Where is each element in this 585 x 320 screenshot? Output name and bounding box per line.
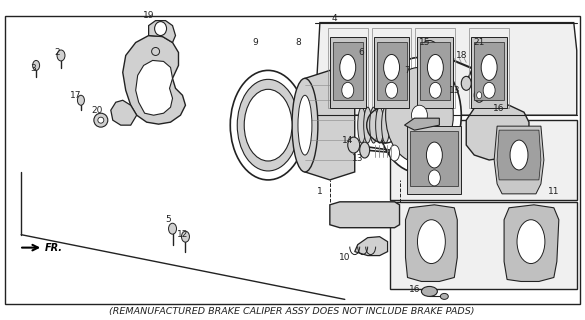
Ellipse shape (298, 95, 312, 155)
Ellipse shape (421, 286, 438, 296)
Text: 16: 16 (493, 104, 505, 113)
Text: 15: 15 (419, 38, 430, 47)
Polygon shape (305, 70, 355, 180)
Ellipse shape (381, 107, 390, 143)
Polygon shape (421, 42, 450, 100)
Polygon shape (474, 42, 504, 100)
Polygon shape (123, 36, 185, 124)
Ellipse shape (386, 68, 453, 163)
Ellipse shape (481, 54, 497, 80)
Ellipse shape (57, 50, 65, 61)
Text: 16: 16 (409, 285, 420, 294)
Ellipse shape (510, 140, 528, 170)
Polygon shape (333, 42, 363, 100)
Ellipse shape (33, 60, 40, 70)
Text: 4: 4 (332, 14, 338, 23)
Polygon shape (494, 126, 544, 194)
Ellipse shape (390, 145, 400, 161)
Ellipse shape (230, 70, 306, 180)
Text: 1: 1 (317, 188, 323, 196)
Polygon shape (418, 36, 453, 108)
Ellipse shape (360, 142, 370, 158)
Text: 18: 18 (456, 51, 467, 60)
Ellipse shape (154, 22, 167, 36)
Ellipse shape (429, 82, 441, 98)
Ellipse shape (238, 79, 299, 171)
Ellipse shape (411, 105, 428, 125)
Ellipse shape (441, 293, 448, 300)
Polygon shape (497, 130, 541, 180)
Ellipse shape (94, 113, 108, 127)
Text: 21: 21 (473, 38, 485, 47)
Ellipse shape (483, 82, 495, 98)
Ellipse shape (386, 82, 398, 98)
Polygon shape (111, 100, 137, 125)
Text: FR.: FR. (45, 243, 63, 252)
Polygon shape (390, 202, 577, 289)
Text: 12: 12 (177, 230, 188, 239)
Polygon shape (390, 120, 577, 200)
Text: 9: 9 (252, 38, 258, 47)
Text: 13: 13 (449, 86, 460, 95)
Text: 7: 7 (405, 66, 410, 75)
Polygon shape (377, 42, 407, 100)
Ellipse shape (364, 107, 371, 143)
Text: 10: 10 (339, 253, 350, 262)
Polygon shape (466, 102, 529, 160)
Text: 20: 20 (91, 106, 102, 115)
Polygon shape (330, 202, 400, 228)
Polygon shape (408, 126, 461, 194)
Text: 17: 17 (70, 91, 82, 100)
Ellipse shape (370, 107, 378, 143)
Polygon shape (504, 205, 559, 282)
Polygon shape (374, 36, 409, 108)
Text: 13: 13 (352, 154, 363, 163)
Text: 8: 8 (295, 38, 301, 47)
Ellipse shape (384, 54, 400, 80)
Ellipse shape (342, 82, 354, 98)
Ellipse shape (152, 47, 160, 55)
Text: 14: 14 (342, 136, 353, 145)
Ellipse shape (357, 107, 366, 143)
Ellipse shape (517, 220, 545, 264)
Ellipse shape (340, 54, 356, 80)
Text: (REMANUFACTURED BRAKE CALIPER ASSY DOES NOT INCLUDE BRAKE PADS): (REMANUFACTURED BRAKE CALIPER ASSY DOES … (109, 307, 475, 316)
Ellipse shape (461, 76, 472, 90)
Text: 5: 5 (166, 215, 171, 224)
Text: 11: 11 (548, 188, 560, 196)
Ellipse shape (77, 95, 84, 105)
Polygon shape (411, 131, 458, 186)
Ellipse shape (426, 142, 442, 168)
Text: 6: 6 (359, 48, 364, 57)
Polygon shape (315, 23, 577, 115)
Ellipse shape (181, 231, 190, 242)
Ellipse shape (292, 78, 318, 172)
Ellipse shape (421, 41, 438, 56)
Ellipse shape (347, 137, 360, 153)
Ellipse shape (378, 58, 461, 173)
Polygon shape (472, 36, 507, 108)
Polygon shape (355, 237, 388, 256)
Polygon shape (404, 118, 439, 130)
Ellipse shape (376, 107, 384, 143)
Text: 3: 3 (30, 64, 36, 73)
Polygon shape (330, 36, 366, 108)
Polygon shape (149, 20, 176, 43)
Ellipse shape (418, 220, 445, 264)
Text: 2: 2 (54, 48, 60, 57)
Ellipse shape (474, 88, 484, 102)
Polygon shape (405, 205, 457, 282)
Ellipse shape (428, 170, 441, 186)
Polygon shape (136, 60, 173, 115)
Text: 19: 19 (143, 11, 154, 20)
Ellipse shape (477, 92, 481, 99)
Ellipse shape (244, 89, 292, 161)
Ellipse shape (98, 117, 104, 123)
Ellipse shape (168, 223, 177, 234)
Ellipse shape (428, 54, 443, 80)
